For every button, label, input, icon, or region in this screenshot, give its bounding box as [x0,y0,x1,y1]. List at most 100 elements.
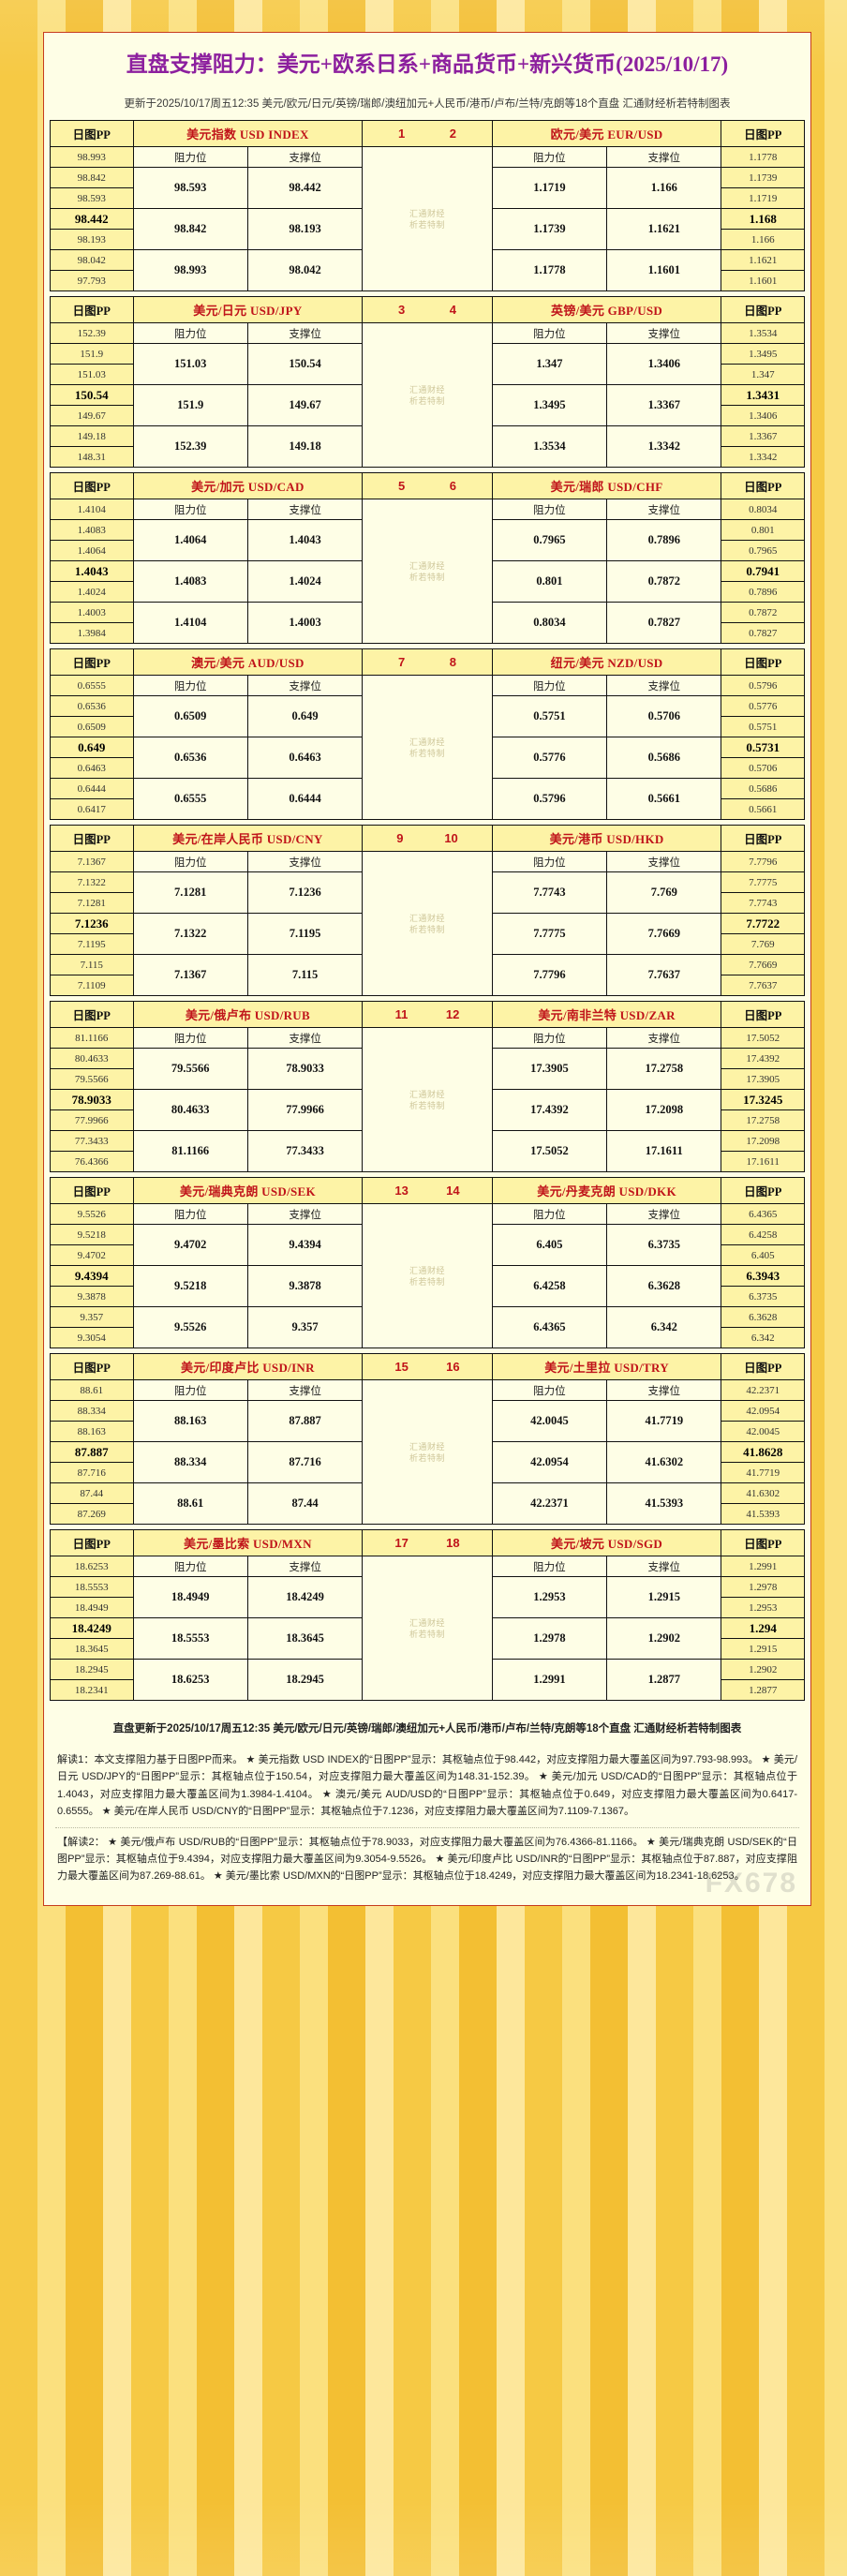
support-label-left: 支撑位 [246,499,364,521]
support-label-right: 支撑位 [606,322,722,345]
resistance-value: 0.6555 [132,778,248,821]
resistance-value: 7.1281 [132,871,248,915]
pp-value: 0.5661 [721,798,805,821]
support-value: 17.2098 [606,1089,722,1132]
support-value: 78.9033 [246,1048,364,1091]
support-label-left: 支撑位 [246,146,364,169]
support-value: 87.44 [246,1482,364,1526]
pair-block: 日图PP 美元/加元 USD/CAD 5 6 美元/瑞郎 USD/CHF 日图PP 1.41… [50,472,805,645]
pp-value: 149.67 [50,405,134,427]
support-value: 0.649 [246,695,364,738]
resistance-value: 7.7796 [491,954,608,997]
pair-title-left: 美元指数 USD INDEX [132,120,364,148]
pp-value: 1.294 [721,1617,805,1640]
pp-value: 88.334 [50,1400,134,1422]
support-value: 41.6302 [606,1441,722,1484]
pp-header-right: 日图PP [721,648,805,677]
pp-value: 6.405 [721,1244,805,1267]
resistance-value: 17.3905 [491,1048,608,1091]
pp-value: 1.166 [721,229,805,251]
pp-value: 87.716 [50,1462,134,1484]
pp-value: 1.3367 [721,425,805,448]
pp-value: 17.3245 [721,1089,805,1111]
resistance-value: 0.801 [491,560,608,603]
pp-header-left: 日图PP [50,1177,134,1205]
pp-value: 149.18 [50,425,134,448]
block-index-right: 2 [449,127,456,141]
pp-value: 0.5706 [721,757,805,780]
pp-value: 151.9 [50,343,134,365]
support-label-left: 支撑位 [246,322,364,345]
block-index-cell: 17 18 [362,1529,493,1557]
header-subtitle: 更新于2025/10/17周五12:35 美元/欧元/日元/英镑/瑞郎/澳纽加元… [124,98,731,110]
pp-value: 41.8628 [721,1441,805,1464]
pp-value: 1.2953 [721,1597,805,1619]
resistance-value: 18.5553 [132,1617,248,1660]
support-value: 1.1621 [606,208,722,251]
support-value: 7.115 [246,954,364,997]
resistance-label-right: 阻力位 [491,851,608,873]
support-value: 1.3406 [606,343,722,386]
resistance-value: 1.1778 [491,249,608,292]
pair-title-right: 欧元/美元 EUR/USD [491,120,722,148]
center-watermark-text: 汇通财经 析若特制 [409,1265,445,1287]
pp-value: 0.7965 [721,540,805,562]
support-label-left: 支撑位 [246,1203,364,1226]
resistance-value: 9.4702 [132,1224,248,1267]
pp-value: 7.769 [721,933,805,956]
support-label-left: 支撑位 [246,1556,364,1578]
support-label-right: 支撑位 [606,1556,722,1578]
pp-value: 17.5052 [721,1027,805,1050]
pp-value: 41.6302 [721,1482,805,1505]
pp-value: 1.1719 [721,187,805,210]
pp-value: 1.168 [721,208,805,231]
pp-value: 42.0045 [721,1421,805,1443]
pp-value: 6.4365 [721,1203,805,1226]
center-watermark-cell: 汇通财经 析若特制 [362,1556,493,1702]
resistance-value: 18.4949 [132,1576,248,1619]
pair-block: 日图PP 澳元/美元 AUD/USD 7 8 纽元/美元 NZD/USD 日图PP 0.65… [50,648,805,821]
resistance-value: 1.2991 [491,1659,608,1702]
support-value: 1.2902 [606,1617,722,1660]
pair-title-left: 美元/日元 USD/JPY [132,296,364,324]
support-value: 18.2945 [246,1659,364,1702]
pp-value: 1.2915 [721,1638,805,1660]
pp-value: 1.3984 [50,622,134,645]
center-watermark-text: 汇通财经 析若特制 [409,1441,445,1463]
pp-value: 18.2341 [50,1679,134,1702]
resistance-value: 79.5566 [132,1048,248,1091]
page-title: 直盘支撑阻力：美元+欧系日系+商品货币+新兴货币(2025/10/17) [126,52,729,76]
pp-value: 42.2371 [721,1379,805,1402]
chart-card: 直盘支撑阻力：美元+欧系日系+商品货币+新兴货币(2025/10/17) 更新于… [43,32,811,1907]
center-watermark-cell: 汇通财经 析若特制 [362,499,493,645]
pp-value: 0.7872 [721,602,805,624]
pp-value: 1.1778 [721,146,805,169]
block-index-right: 4 [449,303,456,318]
pp-value: 42.0954 [721,1400,805,1422]
center-watermark-text: 汇通财经 析若特制 [409,913,445,934]
pp-header-right: 日图PP [721,1353,805,1381]
pp-value: 88.61 [50,1379,134,1402]
support-value: 1.4024 [246,560,364,603]
pp-value: 7.115 [50,954,134,976]
support-label-left: 支撑位 [246,1027,364,1050]
resistance-label-left: 阻力位 [132,851,248,873]
block-index-cell: 13 14 [362,1177,493,1205]
pp-value: 1.1621 [721,249,805,272]
support-label-right: 支撑位 [606,1203,722,1226]
pp-value: 1.3342 [721,446,805,469]
pp-value: 9.4394 [50,1265,134,1288]
pp-value: 0.6463 [50,757,134,780]
support-value: 7.769 [606,871,722,915]
resistance-label-left: 阻力位 [132,675,248,697]
pp-value: 0.7827 [721,622,805,645]
pp-value: 7.7669 [721,954,805,976]
pair-title-right: 美元/土里拉 USD/TRY [491,1353,722,1381]
pp-value: 151.03 [50,364,134,386]
pp-value: 0.6509 [50,716,134,738]
pp-value: 1.4083 [50,519,134,542]
pair-title-left: 美元/瑞典克朗 USD/SEK [132,1177,364,1205]
support-value: 17.1611 [606,1130,722,1173]
pp-value: 87.269 [50,1503,134,1526]
